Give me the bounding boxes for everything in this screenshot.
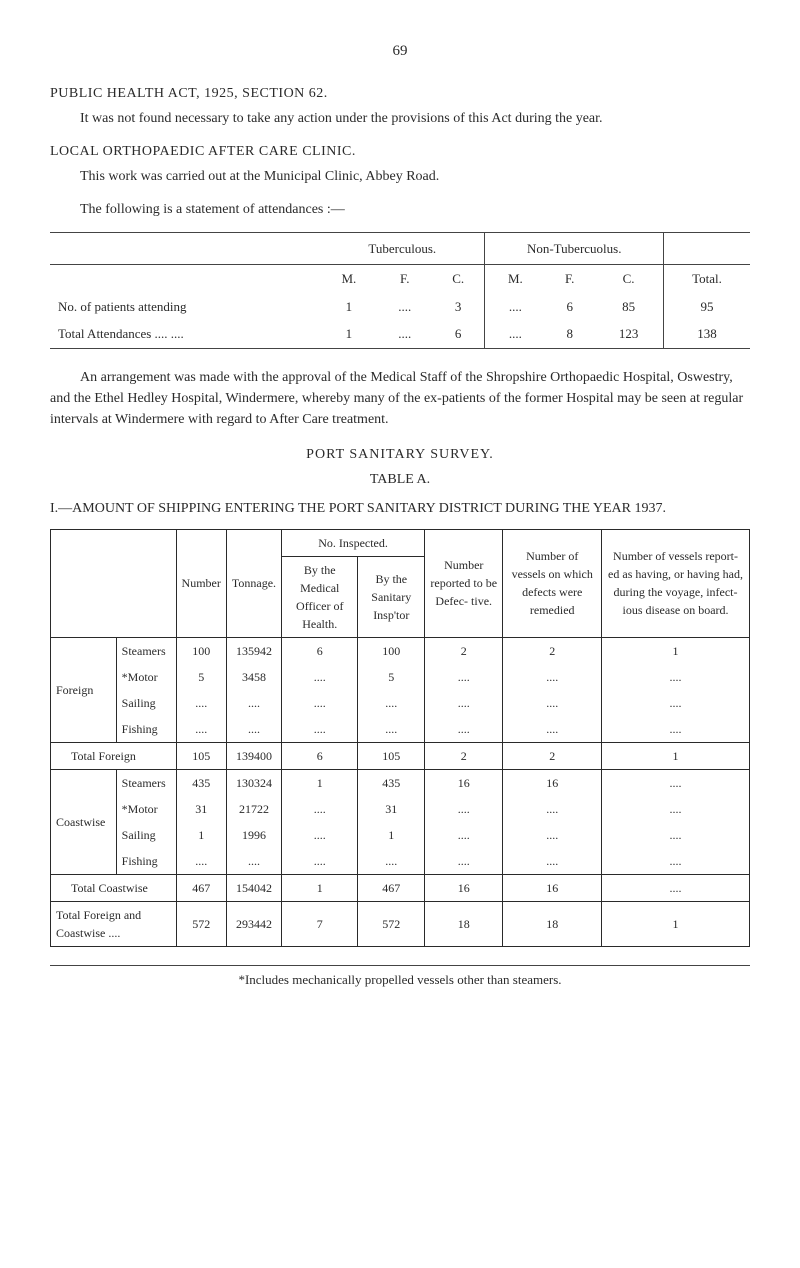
ship-h-voyage: Number of vessels report- ed as having, … bbox=[602, 529, 750, 637]
attendance-row: No. of patients attending 1 .... 3 .... … bbox=[50, 293, 750, 321]
ship-group-label: Coastwise bbox=[51, 769, 117, 874]
ship-h-reported: Number reported to be Defec- tive. bbox=[425, 529, 503, 637]
ship-total-label: Total Coastwise bbox=[51, 874, 177, 901]
attendance-group-nontub: Non-Tubercuolus. bbox=[485, 232, 663, 265]
ship-total-label: Total Foreign bbox=[51, 742, 177, 769]
ship-type: Fishing bbox=[116, 848, 176, 875]
arrangement-para: An arrangement was made with the approva… bbox=[50, 367, 750, 430]
pha-para: It was not found necessary to take any a… bbox=[50, 108, 750, 129]
ship-total-row: Total Coastwise 467 154042 1 467 16 16 .… bbox=[51, 874, 750, 901]
ortho-title: LOCAL ORTHOPAEDIC AFTER CARE CLINIC. bbox=[50, 141, 750, 162]
ship-h-tonnage: Tonnage. bbox=[226, 529, 281, 637]
ship-type: Steamers bbox=[116, 637, 176, 664]
ship-type: *Motor bbox=[116, 796, 176, 822]
attendance-sub-c1: C. bbox=[432, 265, 485, 293]
ship-row: Sailing 1 1996 .... 1 .... .... .... bbox=[51, 822, 750, 848]
table-a-label: TABLE A. bbox=[50, 469, 750, 490]
attendance-table: Tuberculous. Non-Tubercuolus. M. F. C. M… bbox=[50, 232, 750, 349]
pha-title: PUBLIC HEALTH ACT, 1925, SECTION 62. bbox=[50, 83, 750, 104]
ship-type: *Motor bbox=[116, 664, 176, 690]
ship-row: *Motor 31 21722 .... 31 .... .... .... bbox=[51, 796, 750, 822]
ship-h-bymed: By the Medical Officer of Health. bbox=[282, 556, 358, 637]
attendance-group-tuberculous: Tuberculous. bbox=[320, 232, 485, 265]
ship-total-row: Total Foreign 105 139400 6 105 2 2 1 bbox=[51, 742, 750, 769]
ship-h-inspected: No. Inspected. bbox=[282, 529, 425, 556]
ship-grand-row: Total Foreign and Coastwise .... 572 293… bbox=[51, 901, 750, 946]
ship-row: Coastwise Steamers 435 130324 1 435 16 1… bbox=[51, 769, 750, 796]
amount-title: I.—AMOUNT OF SHIPPING ENTERING THE PORT … bbox=[50, 498, 750, 519]
shipping-table: Number Tonnage. No. Inspected. Number re… bbox=[50, 529, 750, 947]
attendance-sub-c2: C. bbox=[594, 265, 663, 293]
attendance-row-label: Total Attendances .... .... bbox=[50, 320, 320, 348]
ship-row: *Motor 5 3458 .... 5 .... .... .... bbox=[51, 664, 750, 690]
ship-h-bysan: By the Sanitary Insp'tor bbox=[358, 556, 425, 637]
ship-group-label: Foreign bbox=[51, 637, 117, 742]
ship-row: Fishing .... .... .... .... .... .... ..… bbox=[51, 716, 750, 743]
page-number: 69 bbox=[50, 40, 750, 63]
ship-h-number: Number bbox=[176, 529, 226, 637]
attendance-sub-f1: F. bbox=[378, 265, 432, 293]
attendance-sub-total: Total. bbox=[663, 265, 750, 293]
attendance-sub-m2: M. bbox=[485, 265, 545, 293]
ship-grand-label: Total Foreign and Coastwise .... bbox=[51, 901, 177, 946]
ship-h-defects: Number of vessels on which defects were … bbox=[503, 529, 602, 637]
ship-type: Steamers bbox=[116, 769, 176, 796]
attendance-sub-f2: F. bbox=[545, 265, 594, 293]
ship-row: Sailing .... .... .... .... .... .... ..… bbox=[51, 690, 750, 716]
attendance-sub-m1: M. bbox=[320, 265, 378, 293]
ship-row: Foreign Steamers 100 135942 6 100 2 2 1 bbox=[51, 637, 750, 664]
ship-type: Fishing bbox=[116, 716, 176, 743]
ship-row: Fishing .... .... .... .... .... .... ..… bbox=[51, 848, 750, 875]
ship-type: Sailing bbox=[116, 690, 176, 716]
attendance-row-label: No. of patients attending bbox=[50, 293, 320, 321]
attendance-row: Total Attendances .... .... 1 .... 6 ...… bbox=[50, 320, 750, 348]
footnote: *Includes mechanically propelled vessels… bbox=[50, 965, 750, 990]
ship-type: Sailing bbox=[116, 822, 176, 848]
ortho-para2: The following is a statement of attendan… bbox=[50, 199, 750, 220]
port-title: PORT SANITARY SURVEY. bbox=[50, 444, 750, 465]
ortho-para1: This work was carried out at the Municip… bbox=[50, 166, 750, 187]
